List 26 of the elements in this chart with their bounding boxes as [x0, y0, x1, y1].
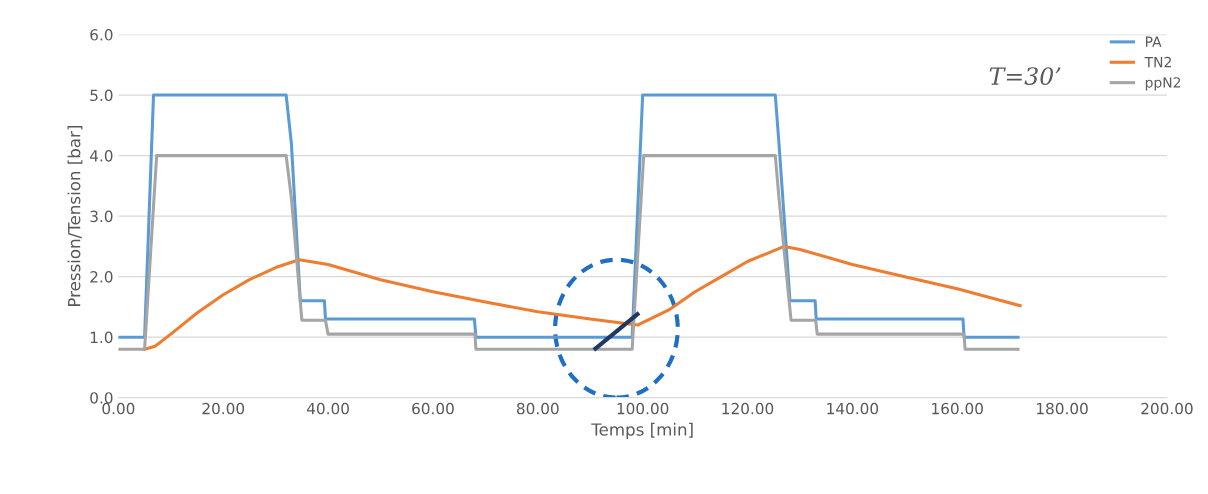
x-tick-label: 140.00: [827, 402, 879, 415]
y-tick-label: 3.0: [90, 210, 113, 223]
x-tick-label: 120.00: [722, 402, 774, 415]
line-series: [143, 244, 1022, 351]
x-tick-label: 160.00: [932, 402, 983, 415]
y-tick-label: 2.0: [90, 271, 113, 283]
y-tick-label: 6.0: [90, 29, 113, 41]
x-tick-label: 180.00: [1037, 402, 1088, 415]
x-tick-label: 80.00: [516, 402, 559, 415]
x-axis-title: Temps [min]: [591, 422, 693, 439]
legend-label: TN2: [1144, 56, 1171, 68]
y-tick-label: 0.0: [90, 392, 113, 404]
legend-label: PA: [1145, 36, 1162, 47]
y-tick-label: 5.0: [90, 89, 113, 102]
x-tick-label: 0.00: [102, 402, 135, 415]
line-series: [118, 154, 1020, 351]
x-tick-label: 40.00: [306, 402, 349, 415]
annotation: T=30’: [989, 67, 1061, 85]
x-tick-label: 200.00: [1141, 402, 1193, 415]
x-tick-label: 60.00: [412, 402, 454, 415]
y-tick-label: 1.0: [90, 331, 113, 344]
x-tick-label: 20.00: [202, 402, 245, 415]
y-tick-label: 4.0: [89, 150, 113, 162]
x-tick-label: 100.00: [617, 402, 669, 415]
legend-label: ppN2: [1145, 77, 1181, 91]
y-axis-title: Pression/Tension [bar]: [67, 126, 83, 307]
